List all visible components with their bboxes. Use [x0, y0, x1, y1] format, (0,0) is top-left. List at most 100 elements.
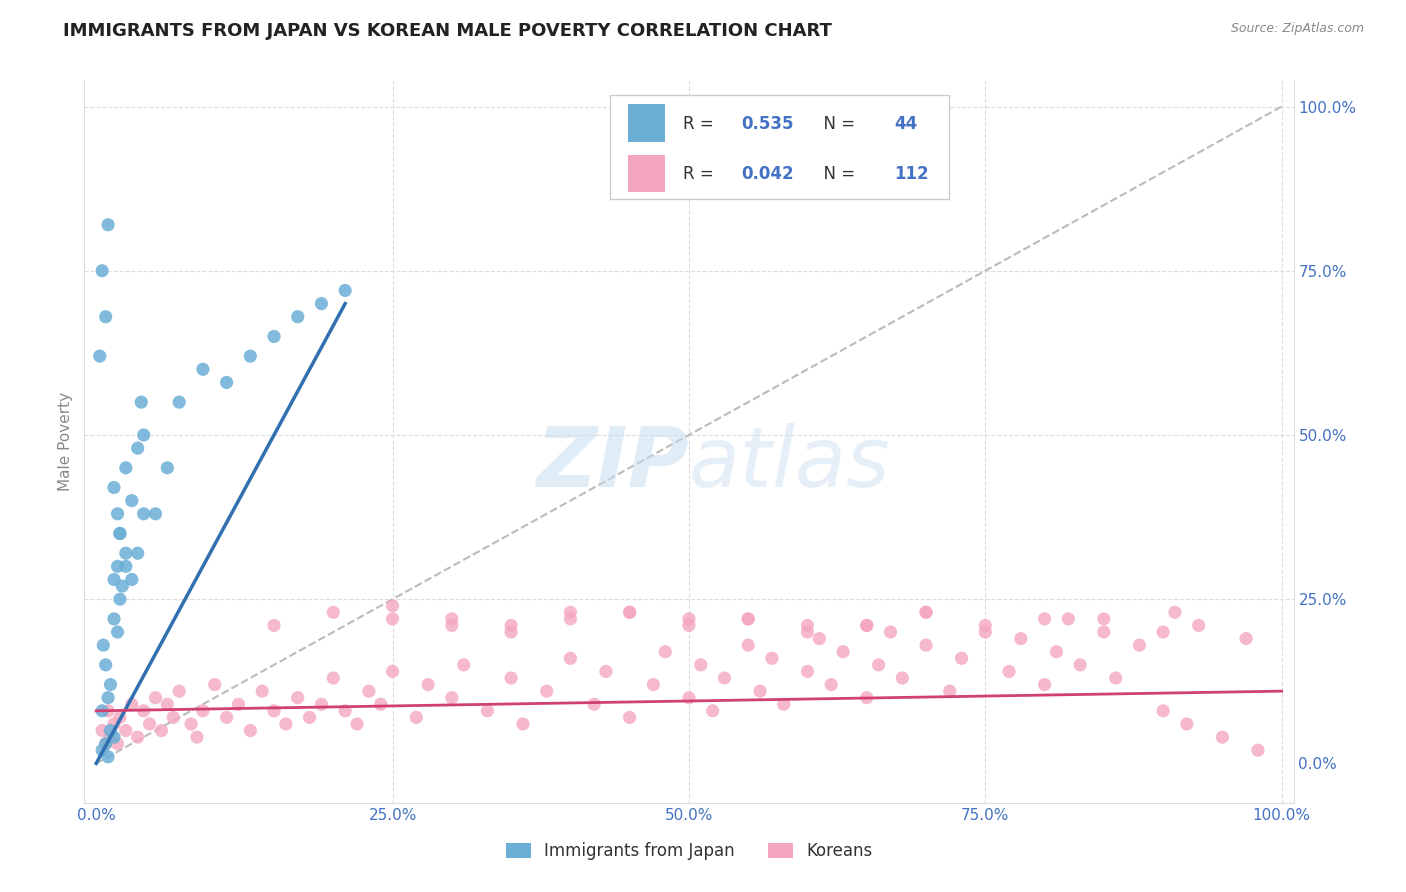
- Point: [1045, 645, 1067, 659]
- Point: [879, 625, 901, 640]
- Text: R =: R =: [683, 165, 718, 184]
- Point: [855, 618, 877, 632]
- Point: [132, 428, 155, 442]
- Point: [381, 599, 404, 613]
- Point: [654, 645, 676, 659]
- Text: N =: N =: [814, 115, 860, 133]
- Point: [250, 684, 273, 698]
- Text: 0.042: 0.042: [741, 165, 793, 184]
- Point: [440, 612, 463, 626]
- Point: [94, 737, 117, 751]
- Point: [191, 362, 214, 376]
- Point: [108, 592, 131, 607]
- Point: [107, 625, 129, 640]
- Point: [501, 625, 523, 640]
- Point: [115, 460, 138, 475]
- Text: IMMIGRANTS FROM JAPAN VS KOREAN MALE POVERTY CORRELATION CHART: IMMIGRANTS FROM JAPAN VS KOREAN MALE POV…: [63, 22, 832, 40]
- Text: atlas: atlas: [689, 423, 890, 504]
- Point: [1010, 632, 1032, 646]
- Point: [239, 723, 262, 738]
- Point: [215, 376, 238, 390]
- Point: [501, 671, 523, 685]
- Point: [156, 698, 179, 712]
- Point: [97, 218, 120, 232]
- Point: [150, 723, 173, 738]
- Point: [333, 704, 356, 718]
- Point: [619, 605, 641, 619]
- Point: [381, 665, 404, 679]
- Point: [103, 573, 125, 587]
- Point: [737, 612, 759, 626]
- Point: [357, 684, 380, 698]
- Point: [145, 507, 167, 521]
- Point: [121, 698, 143, 712]
- Point: [322, 671, 344, 685]
- Bar: [628, 104, 665, 142]
- Text: ZIP: ZIP: [536, 423, 689, 504]
- Point: [167, 395, 190, 409]
- Point: [796, 665, 818, 679]
- Point: [132, 507, 155, 521]
- Legend: Immigrants from Japan, Koreans: Immigrants from Japan, Koreans: [499, 836, 879, 867]
- Point: [560, 612, 582, 626]
- Point: [145, 690, 167, 705]
- Point: [100, 723, 122, 738]
- Point: [115, 546, 138, 560]
- Point: [1105, 671, 1128, 685]
- Point: [287, 310, 309, 324]
- Point: [820, 677, 842, 691]
- Point: [560, 605, 582, 619]
- Point: [228, 698, 250, 712]
- Point: [111, 579, 134, 593]
- Point: [127, 546, 149, 560]
- Point: [915, 605, 938, 619]
- Point: [1164, 605, 1187, 619]
- Text: R =: R =: [683, 115, 718, 133]
- Point: [115, 723, 138, 738]
- Point: [97, 704, 120, 718]
- Point: [103, 612, 125, 626]
- Point: [702, 704, 724, 718]
- Y-axis label: Male Poverty: Male Poverty: [58, 392, 73, 491]
- Point: [868, 657, 890, 672]
- Point: [91, 743, 114, 757]
- Text: 0.535: 0.535: [741, 115, 793, 133]
- Point: [103, 481, 125, 495]
- Point: [405, 710, 427, 724]
- Point: [97, 749, 120, 764]
- Point: [1152, 625, 1174, 640]
- FancyBboxPatch shape: [610, 95, 949, 200]
- Point: [915, 605, 938, 619]
- Point: [1069, 657, 1091, 672]
- Point: [107, 737, 129, 751]
- Point: [583, 698, 606, 712]
- Point: [191, 704, 214, 718]
- Point: [915, 638, 938, 652]
- Point: [560, 651, 582, 665]
- Point: [100, 677, 122, 691]
- Point: [1247, 743, 1270, 757]
- Point: [274, 717, 297, 731]
- Point: [97, 690, 120, 705]
- Point: [761, 651, 783, 665]
- Text: N =: N =: [814, 165, 860, 184]
- Point: [127, 730, 149, 744]
- Point: [138, 717, 160, 731]
- Point: [370, 698, 392, 712]
- Point: [132, 704, 155, 718]
- Point: [311, 296, 333, 310]
- Point: [501, 618, 523, 632]
- Point: [974, 618, 997, 632]
- Point: [94, 737, 117, 751]
- Point: [180, 717, 202, 731]
- Point: [891, 671, 914, 685]
- Point: [678, 690, 700, 705]
- Point: [1234, 632, 1257, 646]
- Point: [536, 684, 558, 698]
- Point: [162, 710, 184, 724]
- Text: 112: 112: [894, 165, 929, 184]
- Point: [440, 690, 463, 705]
- Point: [808, 632, 831, 646]
- Point: [796, 625, 818, 640]
- Point: [737, 612, 759, 626]
